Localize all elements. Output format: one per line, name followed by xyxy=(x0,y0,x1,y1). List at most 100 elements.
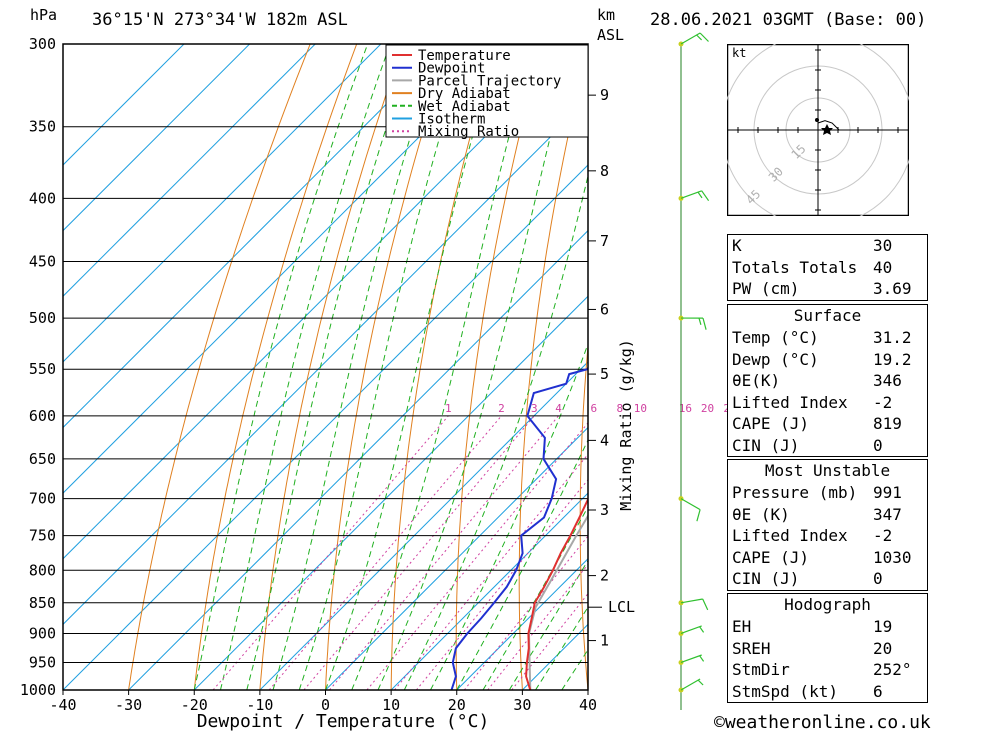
hodograph-unit-label: kt xyxy=(732,46,746,60)
mixing-ratio-line xyxy=(268,415,502,690)
mixing-ratio-line xyxy=(394,453,588,690)
hodograph-stats-row: StmSpd (kt) 6 xyxy=(728,681,927,703)
legend-box xyxy=(385,44,589,138)
datetime-title: 28.06.2021 03GMT (Base: 00) xyxy=(650,10,927,30)
isotherm-line xyxy=(63,44,447,429)
mixing-ratio-label: 4 xyxy=(555,402,562,415)
x-axis-label: Dewpoint / Temperature (°C) xyxy=(197,711,490,732)
hodograph-stats-value: 20 xyxy=(873,638,893,658)
pressure-tick-label: 450 xyxy=(29,253,56,271)
dry-adiabat-line xyxy=(959,0,1000,690)
mixing-ratio-label: 2 xyxy=(498,402,505,415)
indices-table: K 30 Totals Totals 40 PW (cm) 3.69 xyxy=(727,234,928,301)
surface-title: Surface xyxy=(793,306,862,325)
surface-value: 346 xyxy=(873,371,902,390)
indices-label: PW (cm) xyxy=(732,279,800,298)
most-unstable-value: 347 xyxy=(873,504,902,524)
surface-value: 0 xyxy=(873,435,883,455)
wind-barb-feather xyxy=(702,598,709,611)
hodograph-stats-label: EH xyxy=(732,617,752,636)
isotherm-line xyxy=(63,164,588,690)
indices-value: 30 xyxy=(873,236,893,255)
indices-label: Totals Totals xyxy=(732,257,858,277)
hodograph-stats-label: StmDir xyxy=(732,660,790,679)
dry-adiabat-line xyxy=(518,47,588,690)
km-tick-label: 2 xyxy=(600,567,609,585)
legend-item-label: Isotherm xyxy=(418,112,485,128)
pressure-tick-label: 900 xyxy=(29,625,56,643)
dry-adiabat-line xyxy=(259,44,404,690)
most-unstable-value: -2 xyxy=(873,526,893,545)
pressure-tick-label: 950 xyxy=(29,654,56,672)
most-unstable-label: CIN (J) xyxy=(732,569,800,588)
storm-motion-marker xyxy=(821,124,833,135)
mixing-ratio-axis-label: Mixing Ratio (g/kg) xyxy=(617,339,635,511)
pressure-tick-label: 800 xyxy=(29,561,56,579)
wind-barb-shaft xyxy=(680,625,702,635)
most-unstable-row: Lifted Index -2 xyxy=(728,525,927,547)
hodograph-stats-row: StmDir 252° xyxy=(728,659,927,681)
wet-adiabat-line xyxy=(246,44,415,690)
km-unit: km xyxy=(597,6,616,24)
wet-adiabat-line xyxy=(272,44,441,690)
surface-row: CAPE (J) 819 xyxy=(728,413,927,435)
indices-row: K 30 xyxy=(728,235,927,257)
surface-label: Dewp (°C) xyxy=(732,349,819,369)
wind-barb-shaft xyxy=(680,498,701,511)
x-tick-label: -20 xyxy=(181,696,208,714)
pressure-tick-label: 700 xyxy=(29,490,56,508)
most-unstable-row: θE (K) 347 xyxy=(728,504,927,526)
dewpoint-line xyxy=(450,141,588,690)
wet-adiabat-line xyxy=(220,44,391,690)
wet-adiabat-line xyxy=(325,44,500,690)
temperature-line xyxy=(525,497,588,690)
pressure-tick-label: 300 xyxy=(29,35,56,53)
wind-barb-feather xyxy=(697,191,703,199)
hodograph-stats-title: Hodograph xyxy=(784,595,871,614)
isotherm-line xyxy=(128,229,588,690)
indices-value: 40 xyxy=(873,257,893,277)
dry-adiabat-line xyxy=(639,0,704,690)
x-tick-label: 30 xyxy=(513,696,531,714)
x-tick-label: -10 xyxy=(246,696,273,714)
wind-barb-feather xyxy=(696,509,701,522)
wind-barb-feather xyxy=(701,190,710,202)
wind-barb-feather xyxy=(699,655,705,662)
legend-item-label: Temperature xyxy=(418,48,511,64)
surface-row: Lifted Index -2 xyxy=(728,392,927,414)
surface-label: CIN (J) xyxy=(732,435,800,455)
surface-label: Lifted Index xyxy=(732,392,848,412)
hodograph-stats-value: 252° xyxy=(873,660,912,679)
mixing-ratio-label: 10 xyxy=(634,402,647,415)
wind-barb-feather xyxy=(702,317,707,330)
hodograph-trace xyxy=(817,120,841,131)
wind-barb-shaft xyxy=(680,190,702,199)
km-tick-label: 5 xyxy=(600,365,609,383)
most-unstable-label: Lifted Index xyxy=(732,526,848,545)
mixing-ratio-label: 1 xyxy=(445,402,452,415)
surface-row: CIN (J) 0 xyxy=(728,435,927,457)
surface-label: CAPE (J) xyxy=(732,414,810,433)
most-unstable-value: 991 xyxy=(873,483,902,502)
km-tick-label: 4 xyxy=(600,431,609,449)
isotherm-line xyxy=(456,558,588,690)
wind-barb-shaft xyxy=(680,678,701,691)
hodograph-stats-row: EH 19 xyxy=(728,616,927,638)
isotherm-line xyxy=(63,44,513,494)
x-tick-label: 10 xyxy=(382,696,400,714)
most-unstable-row: CAPE (J) 1030 xyxy=(728,547,927,569)
indices-row: PW (cm) 3.69 xyxy=(728,278,927,300)
isotherm-line xyxy=(63,44,250,232)
most-unstable-row: CIN (J) 0 xyxy=(728,568,927,590)
isotherm-line xyxy=(63,44,382,363)
hodograph-stats-value: 6 xyxy=(873,681,883,701)
surface-row: Dewp (°C) 19.2 xyxy=(728,349,927,371)
hodograph-stats-row: SREH 20 xyxy=(728,638,927,660)
wet-adiabat-line xyxy=(430,342,588,690)
mixing-ratio-label: 8 xyxy=(616,402,623,415)
pressure-tick-label: 850 xyxy=(29,594,56,612)
dry-adiabat-line xyxy=(390,44,497,690)
pressure-tick-label: 550 xyxy=(29,360,56,378)
